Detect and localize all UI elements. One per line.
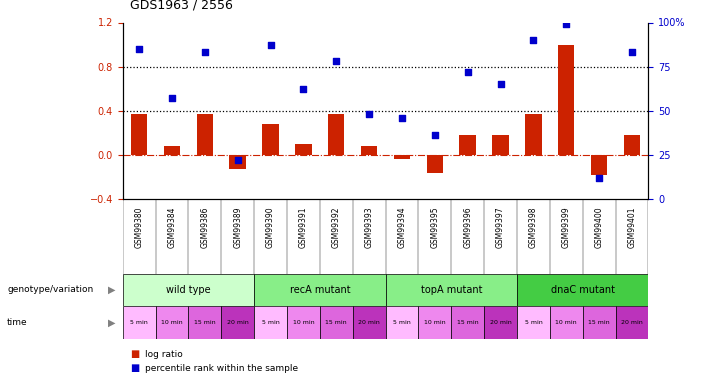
Text: GSM99401: GSM99401 (627, 206, 637, 248)
Text: GSM99391: GSM99391 (299, 206, 308, 248)
Bar (492, 135, 509, 154)
Text: 10 min: 10 min (555, 320, 577, 325)
Text: 10 min: 10 min (424, 320, 446, 325)
Point (232, 157, 243, 163)
Text: 15 min: 15 min (325, 320, 347, 325)
Text: 15 min: 15 min (588, 320, 610, 325)
Bar (583, 306, 615, 339)
Bar (517, 274, 648, 306)
Text: 20 min: 20 min (358, 320, 380, 325)
Point (396, 115, 407, 121)
Bar (222, 306, 254, 339)
Bar (418, 306, 451, 339)
Bar (517, 306, 550, 339)
Text: genotype/variation: genotype/variation (7, 285, 93, 294)
Point (462, 69, 473, 75)
Text: GSM99400: GSM99400 (594, 206, 604, 248)
Bar (451, 306, 484, 339)
Text: 20 min: 20 min (227, 320, 249, 325)
Text: 5 min: 5 min (524, 320, 543, 325)
Point (561, 21, 572, 27)
Bar (254, 274, 386, 306)
Text: 5 min: 5 min (393, 320, 411, 325)
Text: GSM99399: GSM99399 (562, 206, 571, 248)
Bar (196, 114, 213, 154)
Text: GSM99396: GSM99396 (463, 206, 472, 248)
Bar (624, 135, 640, 154)
Bar (287, 306, 320, 339)
Text: 5 min: 5 min (130, 320, 148, 325)
Bar (189, 306, 222, 339)
Bar (156, 306, 189, 339)
Point (528, 37, 539, 43)
Point (265, 42, 276, 48)
Point (133, 46, 144, 52)
Text: 15 min: 15 min (194, 320, 216, 325)
Point (298, 87, 309, 93)
Point (331, 58, 342, 64)
Text: GSM99393: GSM99393 (365, 206, 374, 248)
Bar (295, 144, 312, 154)
Point (199, 50, 210, 55)
Text: ■: ■ (130, 363, 139, 373)
Bar (353, 306, 386, 339)
Bar (254, 306, 287, 339)
Text: GSM99395: GSM99395 (430, 206, 440, 248)
Bar (262, 124, 279, 154)
Text: 20 min: 20 min (621, 320, 643, 325)
Bar (591, 154, 607, 174)
Bar (123, 274, 254, 306)
Bar (123, 306, 156, 339)
Text: GSM99389: GSM99389 (233, 206, 242, 248)
Bar (386, 306, 418, 339)
Text: ▶: ▶ (109, 285, 116, 295)
Text: 20 min: 20 min (490, 320, 512, 325)
Text: 15 min: 15 min (457, 320, 479, 325)
Bar (386, 274, 517, 306)
Text: log ratio: log ratio (145, 350, 183, 359)
Point (364, 111, 375, 117)
Bar (229, 154, 246, 169)
Text: GDS1963 / 2556: GDS1963 / 2556 (130, 0, 233, 11)
Bar (361, 146, 377, 154)
Point (594, 175, 605, 181)
Bar (394, 154, 410, 159)
Bar (484, 306, 517, 339)
Bar (550, 306, 583, 339)
Text: dnaC mutant: dnaC mutant (551, 285, 615, 295)
Bar (615, 306, 648, 339)
Text: GSM99398: GSM99398 (529, 206, 538, 248)
Text: topA mutant: topA mutant (421, 285, 482, 295)
Text: GSM99390: GSM99390 (266, 206, 275, 248)
Text: percentile rank within the sample: percentile rank within the sample (145, 364, 298, 373)
Bar (558, 45, 575, 154)
Text: ▶: ▶ (109, 318, 116, 327)
Text: 10 min: 10 min (161, 320, 183, 325)
Text: GSM99397: GSM99397 (496, 206, 505, 248)
Point (166, 95, 177, 101)
Bar (131, 114, 147, 154)
Bar (525, 114, 542, 154)
Text: GSM99386: GSM99386 (200, 206, 210, 248)
Bar (459, 135, 476, 154)
Text: GSM99380: GSM99380 (135, 206, 144, 248)
Point (429, 132, 440, 138)
Text: GSM99384: GSM99384 (168, 206, 177, 248)
Text: recA mutant: recA mutant (290, 285, 350, 295)
Point (495, 81, 506, 87)
Bar (164, 146, 180, 154)
Text: 10 min: 10 min (292, 320, 314, 325)
Bar (427, 154, 443, 173)
Bar (320, 306, 353, 339)
Text: GSM99392: GSM99392 (332, 206, 341, 248)
Text: GSM99394: GSM99394 (397, 206, 407, 248)
Text: wild type: wild type (166, 285, 211, 295)
Text: ■: ■ (130, 350, 139, 359)
Text: time: time (7, 318, 27, 327)
Bar (328, 114, 344, 154)
Point (627, 50, 638, 55)
Text: 5 min: 5 min (261, 320, 280, 325)
